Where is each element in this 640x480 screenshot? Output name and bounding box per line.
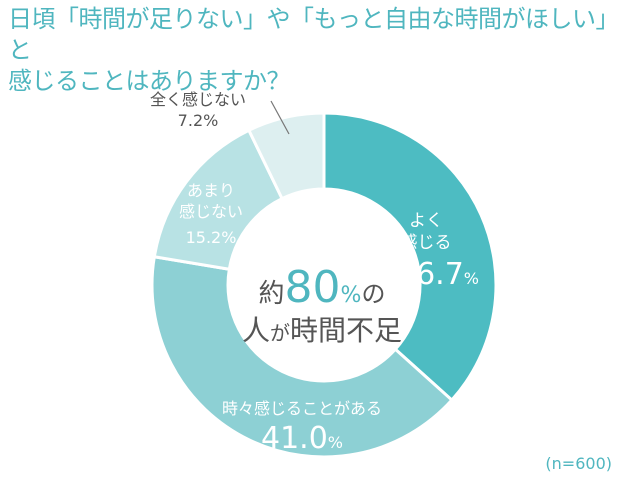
center-number: 80 (285, 262, 341, 313)
label-often: よく 感じる 36.7% (397, 211, 479, 292)
label-often-line-1: よく (409, 211, 443, 231)
label-sometimes: 時々感じることがある 41.0% (222, 399, 382, 456)
value-sometimes: 41.0% (261, 421, 343, 456)
value-never: 7.2% (178, 111, 219, 130)
center-word-people: 人 (242, 314, 270, 347)
label-sometimes-line-1: 時々感じることがある (222, 399, 382, 418)
center-line-2: 人が時間不足 (242, 314, 402, 347)
value-often-number: 36.7 (397, 257, 464, 292)
center-line-1: 約80%の (259, 262, 386, 313)
value-sometimes-percent: % (328, 433, 343, 452)
chart-title: 日頃「時間が足りない」や「もっと自由な時間がほしい」と 感じることはありますか？ (8, 4, 632, 97)
slice-often (322, 111, 498, 403)
slice-never (246, 111, 326, 201)
value-sometimes-number: 41.0 (261, 421, 328, 456)
center-prefix: 約 (259, 279, 285, 309)
donut-slices (150, 111, 498, 459)
label-never: 全く感じない 7.2% (150, 90, 290, 135)
center-unit: % (341, 283, 362, 308)
value-never-percent: % (203, 111, 218, 130)
label-rarely-line-1: あまり (187, 181, 235, 200)
title-line-1: 日頃「時間が足りない」や「もっと自由な時間がほしい」と (8, 5, 620, 64)
sample-size: (n=600) (545, 454, 612, 473)
center-word-shortage: 時間不足 (290, 314, 402, 347)
value-rarely: 15.2% (186, 228, 237, 247)
center-suffix: の (361, 280, 385, 308)
title-line-2: 感じることはありますか？ (8, 67, 291, 95)
leader-line-never (270, 100, 290, 135)
value-rarely-number: 15.2 (186, 228, 222, 247)
value-often-percent: % (464, 269, 479, 288)
value-never-number: 7.2 (178, 111, 203, 130)
center-caption: 約80%の 人が時間不足 (242, 262, 402, 347)
label-rarely: あまり 感じない 15.2% (179, 181, 243, 247)
value-rarely-percent: % (221, 228, 236, 247)
slice-sometimes (150, 255, 454, 459)
label-often-line-2: 感じる (401, 233, 452, 253)
label-rarely-line-2: 感じない (179, 202, 243, 221)
center-particle: が (270, 321, 290, 345)
value-often: 36.7% (397, 257, 479, 292)
label-never-line-1: 全く感じない (150, 90, 246, 109)
